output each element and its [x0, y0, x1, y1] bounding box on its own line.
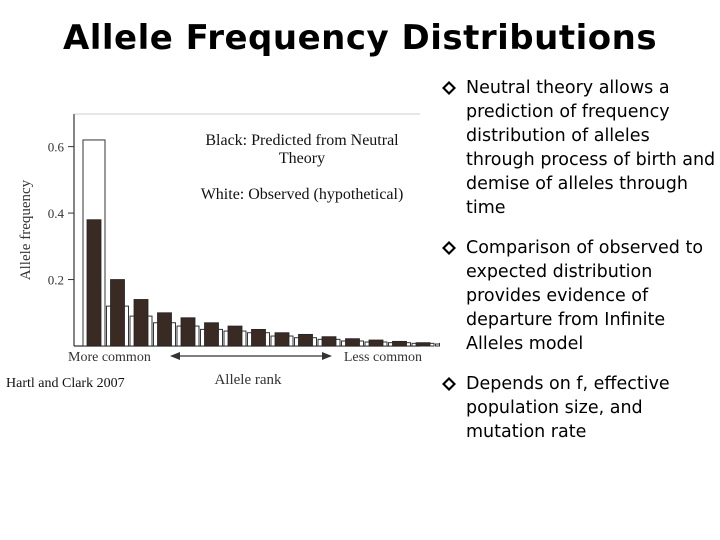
predicted-bar	[180, 317, 196, 347]
predicted-bar	[368, 339, 384, 347]
allele-frequency-chart: 0.2 0.4 0.6 Allele frequency More common Less…	[0, 100, 440, 400]
bullet-item: Comparison of observed to expected distr…	[440, 236, 720, 356]
predicted-bar	[251, 328, 266, 347]
rank-arrow-right-head	[322, 352, 332, 360]
y-tick-label: 0.6	[48, 140, 65, 155]
predicted-bar	[274, 332, 290, 347]
diamond-bullet-icon	[442, 377, 456, 391]
source-credit: Hartl and Clark 2007	[6, 376, 125, 391]
predicted-bar	[204, 322, 219, 347]
bullet-text: Depends on f, effective population size,…	[466, 374, 670, 442]
caption-observed: White: Observed (hypothetical)	[200, 186, 404, 203]
predicted-bar	[415, 342, 431, 347]
y-axis-label: Allele frequency	[18, 179, 34, 280]
predicted-bar	[227, 325, 243, 347]
predicted-bar	[439, 342, 440, 347]
less-common-label: Less common	[344, 350, 422, 365]
x-axis-label: Allele rank	[214, 372, 282, 388]
bullet-text: Comparison of observed to expected distr…	[466, 238, 704, 354]
predicted-bar	[321, 336, 337, 347]
diamond-bullet-icon	[442, 81, 456, 95]
predicted-bar	[133, 299, 149, 347]
y-tick-label: 0.2	[48, 273, 64, 288]
predicted-bar	[392, 340, 407, 347]
predicted-bar	[345, 338, 360, 347]
bullet-item: Neutral theory allows a prediction of fr…	[440, 76, 720, 220]
y-tick-label: 0.4	[48, 206, 65, 221]
observed-bar	[435, 343, 440, 347]
predicted-bar	[110, 279, 125, 347]
caption-predicted: Black: Predicted from Neutral Theory	[205, 132, 399, 167]
rank-arrow-left-head	[170, 352, 180, 360]
predicted-bar	[298, 333, 313, 347]
chart-svg: 0.2 0.4 0.6 Allele frequency More common Less…	[18, 113, 440, 388]
more-common-label: More common	[68, 350, 151, 365]
predicted-bar	[157, 312, 172, 347]
slide-title: Allele Frequency Distributions	[62, 18, 658, 58]
bullet-item: Depends on f, effective population size,…	[440, 372, 720, 444]
bullet-text: Neutral theory allows a prediction of fr…	[466, 78, 716, 218]
bullet-list: Neutral theory allows a prediction of fr…	[440, 76, 720, 460]
predicted-bar	[86, 219, 102, 347]
diamond-bullet-icon	[442, 241, 456, 255]
